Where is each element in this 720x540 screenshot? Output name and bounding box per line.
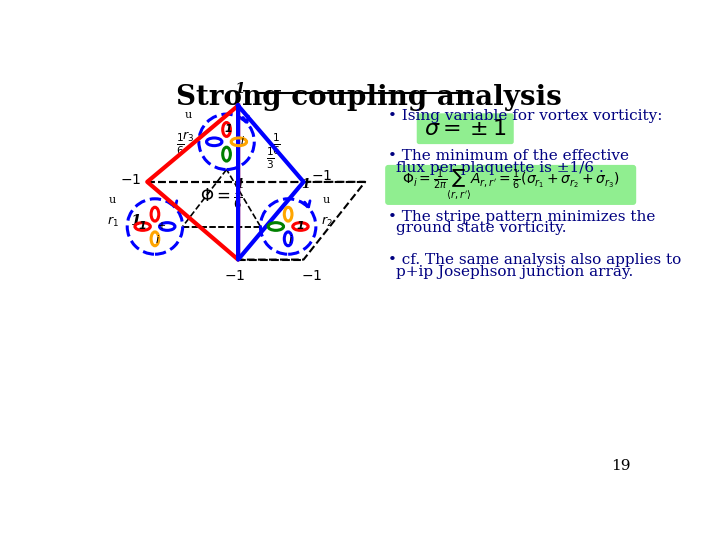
Text: ground state vorticity.: ground state vorticity. bbox=[396, 221, 567, 235]
Text: 1: 1 bbox=[235, 178, 244, 191]
Text: u: u bbox=[184, 110, 192, 120]
Text: 1: 1 bbox=[139, 221, 146, 231]
Text: • cf. The same analysis also applies to: • cf. The same analysis also applies to bbox=[388, 253, 682, 267]
Text: 1: 1 bbox=[301, 178, 310, 191]
Text: 1: 1 bbox=[297, 221, 305, 231]
Text: $-1$: $-1$ bbox=[120, 173, 141, 187]
Text: • The minimum of the effective: • The minimum of the effective bbox=[388, 150, 629, 164]
FancyBboxPatch shape bbox=[417, 113, 514, 144]
Text: $-1$: $-1$ bbox=[301, 269, 322, 283]
Text: • The stripe pattern minimizes the: • The stripe pattern minimizes the bbox=[388, 210, 656, 224]
Text: +: + bbox=[157, 221, 165, 231]
Text: $\frac{1}{6}$: $\frac{1}{6}$ bbox=[176, 131, 185, 157]
Text: $r_1$: $r_1$ bbox=[107, 215, 119, 229]
Text: $\Phi = \frac{1}{6}$: $\Phi = \frac{1}{6}$ bbox=[199, 184, 243, 211]
Text: $-1$: $-1$ bbox=[311, 168, 333, 183]
Text: i: i bbox=[289, 234, 292, 245]
Text: 1: 1 bbox=[234, 82, 245, 96]
Text: i: i bbox=[156, 234, 159, 245]
Text: 1: 1 bbox=[130, 214, 141, 228]
FancyBboxPatch shape bbox=[385, 165, 636, 205]
Text: 19: 19 bbox=[611, 459, 631, 473]
Text: Strong coupling analysis: Strong coupling analysis bbox=[176, 84, 562, 111]
Text: $\sigma = \pm 1$: $\sigma = \pm 1$ bbox=[424, 119, 507, 139]
Text: $\frac{1}{3}$: $\frac{1}{3}$ bbox=[266, 145, 275, 171]
Text: • Ising variable for vortex vorticity:: • Ising variable for vortex vorticity: bbox=[388, 110, 662, 124]
Text: flux per plaquette is ±1/6 .: flux per plaquette is ±1/6 . bbox=[396, 161, 603, 175]
Text: $r_2$: $r_2$ bbox=[321, 215, 333, 229]
Text: i: i bbox=[240, 136, 243, 146]
Text: 1: 1 bbox=[225, 124, 233, 134]
Text: $-1$: $-1$ bbox=[224, 269, 245, 283]
Text: $r_3$: $r_3$ bbox=[182, 130, 194, 144]
Text: $\Phi_i = \frac{1}{2\pi}\sum_{\langle r,r^\prime\rangle} A_{r,r^\prime} = \frac{: $\Phi_i = \frac{1}{2\pi}\sum_{\langle r,… bbox=[402, 168, 619, 202]
Text: u: u bbox=[109, 195, 116, 205]
Text: p+ip Josephson junction array.: p+ip Josephson junction array. bbox=[396, 265, 633, 279]
Text: $\frac{1}{6}$: $\frac{1}{6}$ bbox=[272, 131, 281, 157]
Text: u: u bbox=[323, 195, 330, 205]
